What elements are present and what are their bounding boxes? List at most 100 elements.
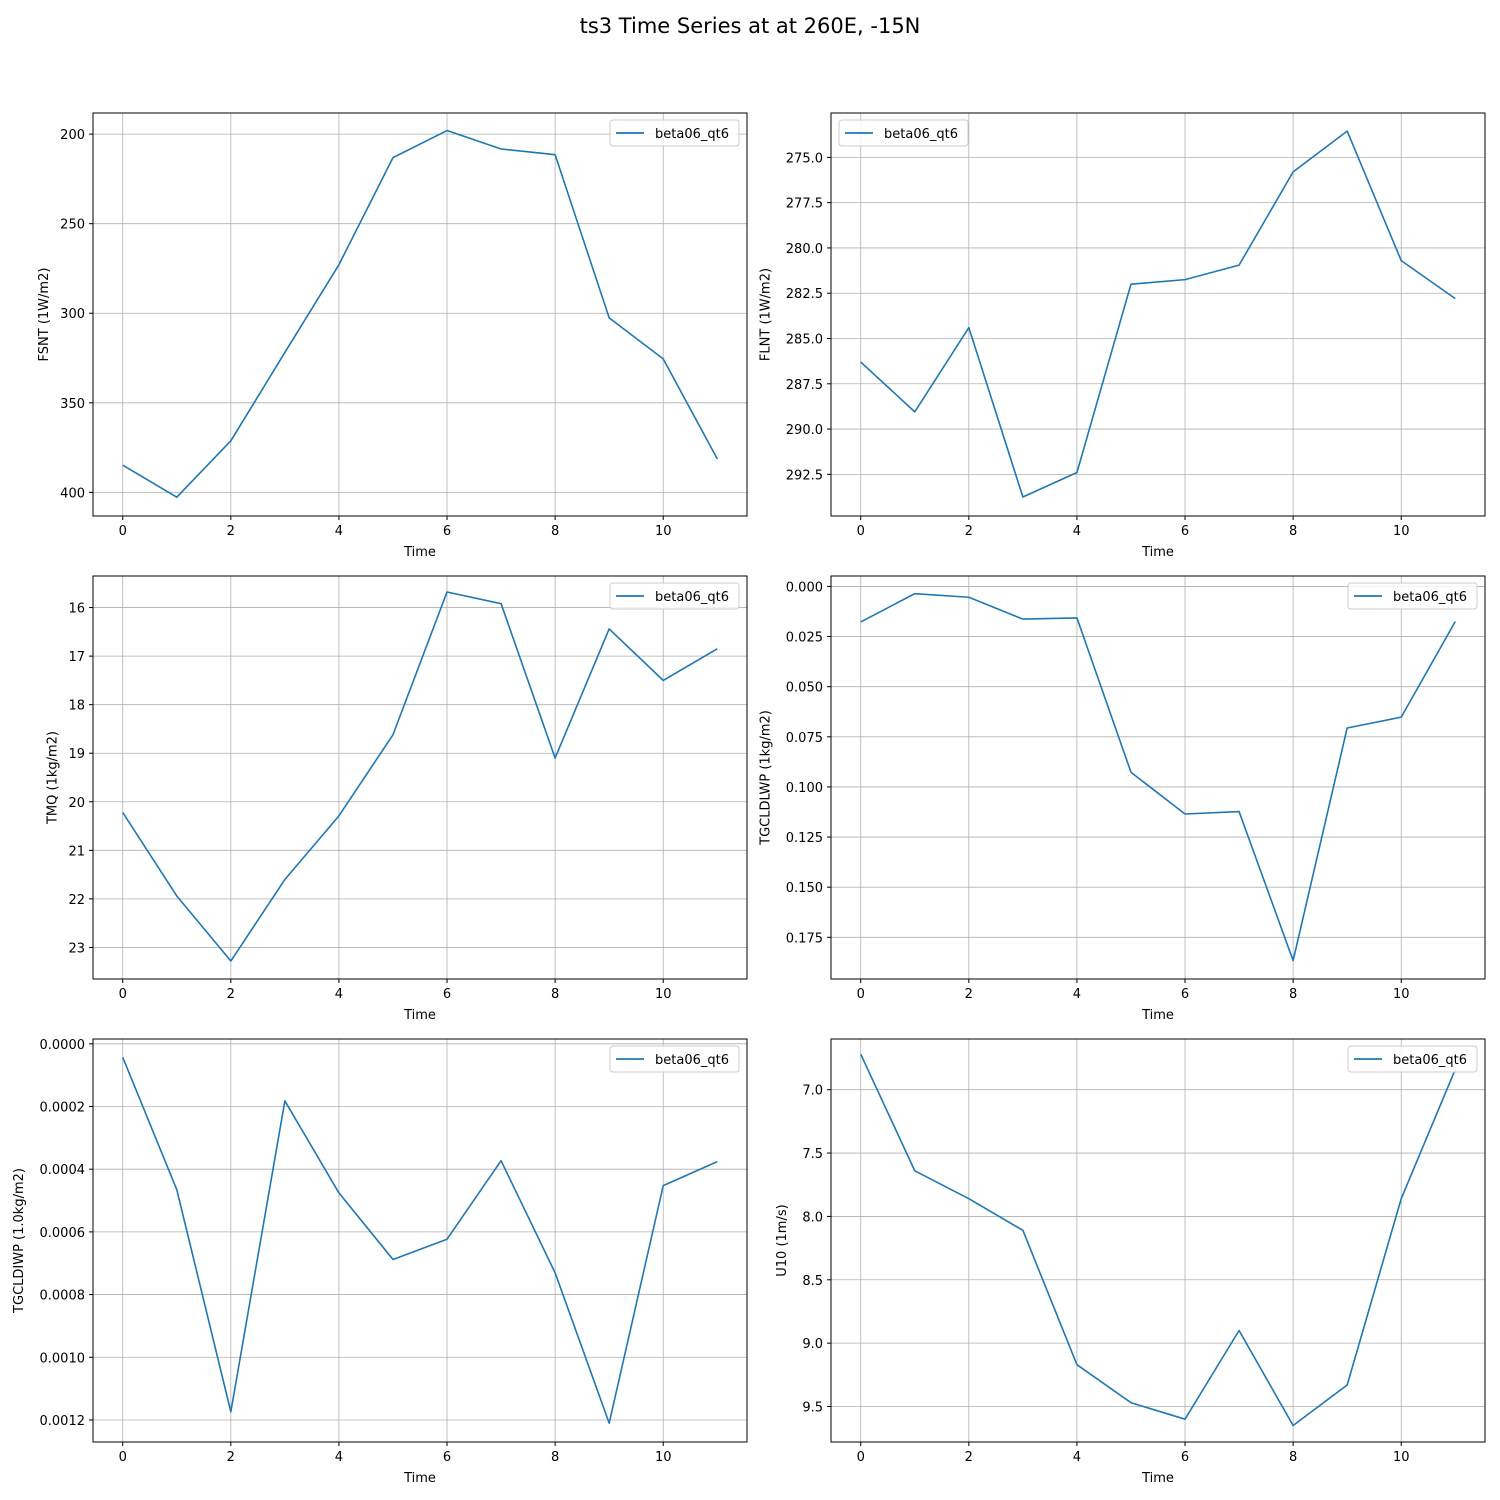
subplot-4: 0 2 4 6 8 10 0.000 0.025 0.050 0.075 0.100 0.125 0.1… — [759, 575, 1486, 1023]
series-line — [860, 592, 1456, 962]
y-tick-label: 0.0000 — [40, 1038, 86, 1053]
y-tick-label: 0.125 — [786, 831, 823, 846]
y-tick-label: 280.0 — [786, 242, 823, 257]
x-tick-label: 10 — [655, 987, 672, 1002]
y-tick-label: 292.5 — [786, 468, 823, 483]
legend-box — [609, 582, 740, 610]
x-tick-label: 0 — [119, 987, 127, 1002]
y-tick-label: 19 — [68, 747, 85, 762]
y-tick-label: 0.025 — [786, 631, 823, 646]
x-tick-label: 6 — [1181, 1450, 1189, 1465]
y-tick-label: 8.0 — [802, 1210, 823, 1225]
x-tick-label: 10 — [655, 1450, 672, 1465]
x-axis-label: Time — [1141, 1471, 1174, 1486]
y-tick-label: 250 — [60, 218, 85, 233]
y-tick-label: 300 — [60, 307, 85, 322]
y-tick-label: 0.150 — [786, 881, 823, 896]
x-tick-label: 10 — [1393, 987, 1410, 1002]
y-tick-label: 0.0002 — [40, 1101, 86, 1116]
x-tick-label: 2 — [227, 1450, 235, 1465]
x-tick-label: 0 — [857, 1450, 865, 1465]
series-line — [121, 1056, 718, 1424]
x-tick-label: 6 — [1181, 987, 1189, 1002]
y-axis-label: FLNT (1W/m2) — [759, 268, 774, 361]
subplot-6: 0 2 4 6 8 10 7.0 7.5 8.0 8.5 9.0 9.5 Time U10 (1m/s) b… — [775, 1038, 1486, 1486]
y-tick-label: 287.5 — [786, 378, 823, 393]
legend: beta06_qt6 — [609, 582, 740, 610]
x-tick-label: 4 — [335, 987, 343, 1002]
x-axis-label: Time — [403, 1008, 436, 1023]
y-tick-label: 350 — [60, 397, 85, 412]
y-tick-label: 282.5 — [786, 287, 823, 302]
y-tick-label: 290.0 — [786, 423, 823, 438]
y-tick-label: 200 — [60, 128, 85, 143]
x-tick-label: 4 — [1073, 987, 1081, 1002]
y-tick-label: 8.5 — [802, 1274, 823, 1289]
x-tick-label: 4 — [1073, 524, 1081, 539]
x-tick-label: 8 — [551, 1450, 559, 1465]
y-tick-label: 17 — [68, 650, 85, 665]
legend-box — [609, 1045, 740, 1073]
y-tick-label: 0.000 — [786, 580, 823, 595]
axes-frame — [830, 1038, 1486, 1443]
y-tick-label: 21 — [68, 844, 85, 859]
x-tick-label: 10 — [655, 524, 672, 539]
x-axis-label: Time — [403, 545, 436, 560]
axes-frame — [92, 112, 748, 517]
y-tick-label: 275.0 — [786, 151, 823, 166]
axes-frame — [830, 112, 1486, 517]
y-tick-label: 23 — [68, 941, 85, 956]
x-tick-label: 0 — [119, 1450, 127, 1465]
legend-label: beta06_qt6 — [1393, 590, 1467, 605]
x-tick-label: 0 — [857, 524, 865, 539]
legend: beta06_qt6 — [838, 119, 969, 147]
y-tick-label: 0.0006 — [40, 1226, 86, 1241]
legend-label: beta06_qt6 — [655, 127, 729, 142]
y-tick-label: 285.0 — [786, 332, 823, 347]
legend: beta06_qt6 — [1347, 582, 1478, 610]
subplot-2: 0 2 4 6 8 10 275.0 277.5 280.0 282.5 285.0 287.5 290… — [759, 112, 1486, 560]
series-line — [860, 1053, 1457, 1427]
legend-label: beta06_qt6 — [655, 1053, 729, 1068]
y-tick-label: 0.075 — [786, 731, 823, 746]
subplot-3: 0 2 4 6 8 10 16 17 18 19 20 21 22 23 Time TMQ (1kg/m2) b… — [45, 575, 748, 1023]
y-axis-label: U10 (1m/s) — [775, 1204, 790, 1276]
x-tick-label: 10 — [1393, 1450, 1410, 1465]
y-axis-label: FSNT (1W/m2) — [37, 268, 52, 362]
x-tick-label: 4 — [335, 1450, 343, 1465]
y-tick-label: 20 — [68, 796, 85, 811]
legend-label: beta06_qt6 — [1393, 1053, 1467, 1068]
y-tick-label: 277.5 — [786, 197, 823, 212]
y-tick-label: 400 — [60, 486, 85, 501]
axes-frame — [92, 1038, 748, 1443]
y-tick-label: 7.5 — [802, 1147, 823, 1162]
x-tick-label: 4 — [1073, 1450, 1081, 1465]
series-line — [122, 591, 718, 962]
y-tick-label: 7.0 — [802, 1084, 823, 1099]
x-tick-label: 6 — [443, 987, 451, 1002]
legend: beta06_qt6 — [609, 119, 740, 147]
x-tick-label: 0 — [857, 987, 865, 1002]
legend-label: beta06_qt6 — [655, 590, 729, 605]
subplot-1: 0 2 4 6 8 10 200 250 300 350 400 Time FSNT (1W/m2) be… — [37, 112, 748, 560]
series-line — [122, 129, 718, 498]
x-tick-label: 2 — [227, 524, 235, 539]
legend-label: beta06_qt6 — [884, 127, 958, 142]
y-tick-label: 22 — [68, 893, 85, 908]
legend: beta06_qt6 — [609, 1045, 740, 1073]
y-tick-label: 18 — [68, 699, 85, 714]
legend-box — [1347, 1045, 1478, 1073]
y-tick-label: 0.0010 — [40, 1351, 86, 1366]
y-axis-label: TMQ (1kg/m2) — [45, 731, 60, 825]
y-tick-label: 0.100 — [786, 781, 823, 796]
x-tick-label: 8 — [1289, 524, 1297, 539]
axes-frame — [830, 575, 1486, 980]
x-axis-label: Time — [1141, 1008, 1174, 1023]
x-axis-label: Time — [1141, 545, 1174, 560]
x-tick-label: 2 — [965, 1450, 973, 1465]
x-tick-label: 6 — [443, 1450, 451, 1465]
x-tick-label: 8 — [551, 987, 559, 1002]
x-tick-label: 2 — [965, 524, 973, 539]
x-tick-label: 8 — [1289, 987, 1297, 1002]
